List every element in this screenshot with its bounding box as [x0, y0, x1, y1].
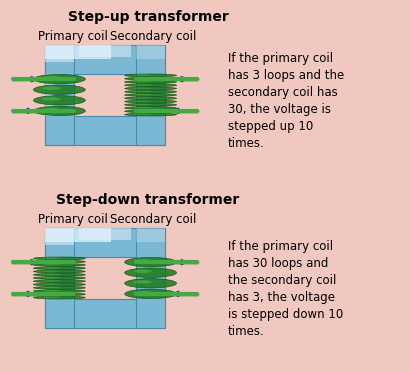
Ellipse shape	[134, 100, 152, 102]
Ellipse shape	[33, 296, 85, 299]
Ellipse shape	[43, 277, 61, 278]
Text: If the primary coil
has 3 loops and the
secondary coil has
30, the voltage is
st: If the primary coil has 3 loops and the …	[228, 52, 344, 150]
Ellipse shape	[134, 91, 152, 92]
Ellipse shape	[33, 270, 85, 273]
Ellipse shape	[43, 108, 61, 111]
Ellipse shape	[33, 263, 85, 266]
Text: Secondary coil: Secondary coil	[110, 30, 196, 43]
Ellipse shape	[134, 104, 152, 105]
Ellipse shape	[125, 279, 176, 288]
Ellipse shape	[134, 291, 152, 294]
Polygon shape	[136, 45, 165, 60]
Ellipse shape	[125, 257, 176, 267]
Polygon shape	[45, 228, 111, 243]
Text: Step-up transformer: Step-up transformer	[68, 10, 229, 24]
Ellipse shape	[125, 77, 176, 80]
Polygon shape	[45, 228, 74, 328]
Text: Secondary coil: Secondary coil	[110, 213, 196, 226]
Ellipse shape	[125, 289, 176, 299]
Ellipse shape	[125, 110, 176, 113]
Ellipse shape	[33, 293, 85, 296]
Polygon shape	[45, 45, 111, 60]
Ellipse shape	[125, 103, 176, 106]
Ellipse shape	[43, 287, 61, 288]
Ellipse shape	[33, 276, 85, 279]
Ellipse shape	[125, 100, 176, 103]
Ellipse shape	[43, 296, 61, 298]
Ellipse shape	[43, 257, 61, 259]
Ellipse shape	[43, 267, 61, 268]
Ellipse shape	[125, 87, 176, 90]
Polygon shape	[45, 45, 74, 145]
Ellipse shape	[43, 274, 61, 275]
Ellipse shape	[125, 113, 176, 116]
Polygon shape	[136, 45, 165, 145]
Ellipse shape	[134, 87, 152, 89]
Ellipse shape	[134, 78, 152, 79]
Polygon shape	[45, 45, 165, 74]
Ellipse shape	[134, 113, 152, 115]
Ellipse shape	[134, 270, 152, 273]
Ellipse shape	[134, 94, 152, 95]
Ellipse shape	[33, 74, 85, 84]
Ellipse shape	[134, 259, 152, 262]
Ellipse shape	[134, 110, 152, 111]
Ellipse shape	[33, 106, 85, 116]
Ellipse shape	[33, 280, 85, 283]
Text: If the primary coil
has 30 loops and
the secondary coil
has 3, the voltage
is st: If the primary coil has 30 loops and the…	[228, 240, 343, 338]
Polygon shape	[45, 74, 55, 116]
Ellipse shape	[43, 283, 61, 285]
Ellipse shape	[125, 268, 176, 278]
Ellipse shape	[33, 257, 85, 260]
Ellipse shape	[43, 261, 61, 262]
Ellipse shape	[125, 90, 176, 93]
Ellipse shape	[125, 97, 176, 100]
Ellipse shape	[125, 107, 176, 109]
Ellipse shape	[43, 280, 61, 281]
Ellipse shape	[134, 74, 152, 76]
Text: Primary coil: Primary coil	[38, 213, 108, 226]
Polygon shape	[136, 228, 165, 328]
Ellipse shape	[125, 94, 176, 96]
Ellipse shape	[33, 283, 85, 286]
Polygon shape	[79, 228, 131, 240]
Ellipse shape	[43, 97, 61, 100]
Ellipse shape	[33, 290, 85, 292]
Ellipse shape	[43, 270, 61, 272]
Ellipse shape	[134, 81, 152, 82]
Ellipse shape	[134, 280, 152, 283]
Ellipse shape	[43, 87, 61, 90]
Polygon shape	[79, 45, 131, 57]
Ellipse shape	[33, 260, 85, 263]
Ellipse shape	[134, 84, 152, 85]
Ellipse shape	[125, 84, 176, 87]
Ellipse shape	[33, 273, 85, 276]
Polygon shape	[45, 228, 165, 257]
Ellipse shape	[33, 286, 85, 289]
Ellipse shape	[33, 85, 85, 94]
Polygon shape	[45, 257, 55, 299]
Ellipse shape	[134, 97, 152, 98]
Ellipse shape	[134, 107, 152, 108]
Ellipse shape	[43, 76, 61, 79]
Ellipse shape	[33, 267, 85, 270]
Polygon shape	[45, 228, 74, 245]
Ellipse shape	[43, 290, 61, 291]
Ellipse shape	[33, 96, 85, 105]
Polygon shape	[45, 45, 74, 62]
Text: Step-down transformer: Step-down transformer	[56, 193, 240, 207]
Ellipse shape	[43, 264, 61, 265]
Polygon shape	[45, 116, 165, 145]
Ellipse shape	[125, 80, 176, 83]
Ellipse shape	[125, 74, 176, 77]
Polygon shape	[45, 299, 165, 328]
Polygon shape	[136, 228, 165, 243]
Text: Primary coil: Primary coil	[38, 30, 108, 43]
